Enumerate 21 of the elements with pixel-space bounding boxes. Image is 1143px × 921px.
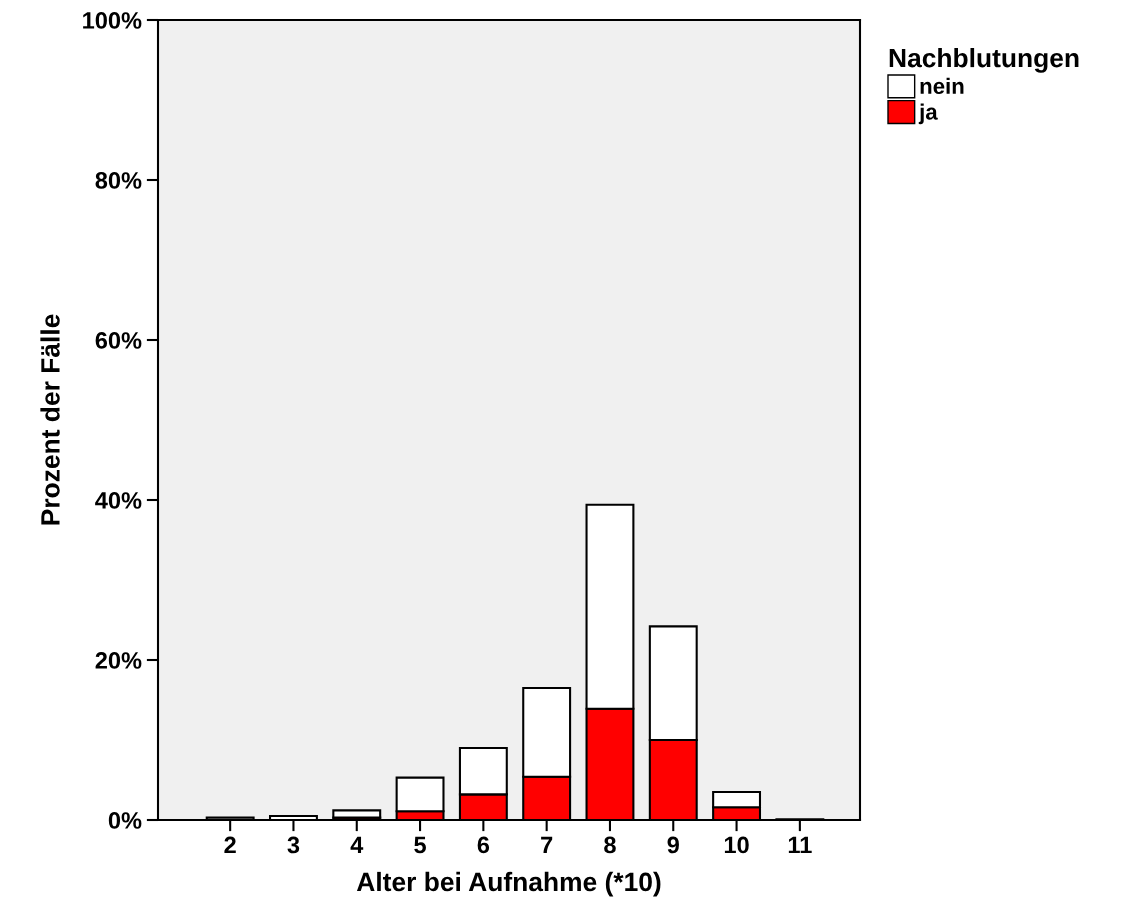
x-tick-label: 8 xyxy=(604,836,616,854)
x-tick-label: 3 xyxy=(287,836,300,854)
x-tick-label: 10 xyxy=(724,836,749,854)
x-tick-label: 2 xyxy=(224,836,236,854)
y-axis-title: Prozent der Fälle xyxy=(40,314,60,525)
legend-title: Nachblutungen xyxy=(889,48,1079,73)
y-tick-label: 40% xyxy=(95,492,142,509)
y-tick-label: 60% xyxy=(95,332,142,349)
legend-label: nein xyxy=(920,77,964,95)
y-tick-label: 100% xyxy=(83,12,142,29)
y-tick-label: 20% xyxy=(95,652,142,669)
legend-label: ja xyxy=(918,103,938,125)
x-tick-label: 11 xyxy=(788,836,812,854)
x-tick-label: 4 xyxy=(350,836,364,854)
x-tick-label: 9 xyxy=(667,836,679,854)
x-axis-title: Alter bei Aufnahme (*10) xyxy=(356,871,661,897)
x-tick-label: 5 xyxy=(414,836,426,854)
y-tick-label: 80% xyxy=(95,172,142,189)
y-tick-label: 0% xyxy=(108,812,142,829)
x-tick-label: 7 xyxy=(541,836,553,854)
x-tick-label: 6 xyxy=(477,836,490,854)
